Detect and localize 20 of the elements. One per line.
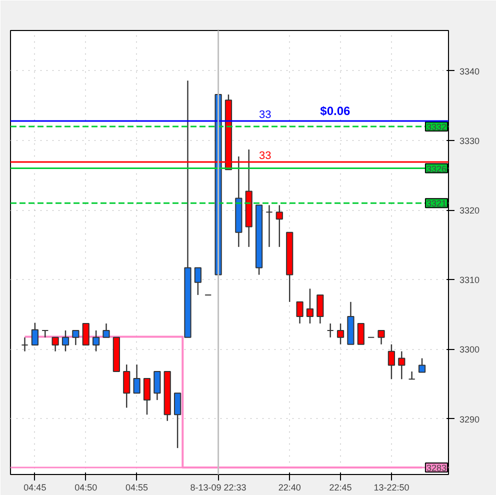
x-tick-label: 04:45 (24, 482, 46, 492)
y-tick-label: 3300 (460, 344, 480, 355)
annotation: 33 (259, 108, 272, 121)
y-tick-label: 3340 (460, 66, 480, 76)
annotation: 33 (259, 150, 272, 162)
x-tick-label: 22:45 (329, 482, 352, 492)
ref-line-label: 3283 (426, 463, 446, 474)
ref-line-label: 3326 (426, 164, 446, 174)
x-tick-label: 22:40 (278, 482, 301, 492)
y-tick-label: 3330 (460, 136, 480, 146)
ref-line-label: 3321 (426, 198, 446, 209)
x-tick-label: 04:55 (126, 482, 148, 492)
x-tick-label: 04:50 (74, 482, 98, 492)
annotation: $0.06 (320, 104, 351, 118)
y-tick-label: 3310 (460, 275, 480, 286)
x-tick-label: 8-13-09 22:33 (190, 482, 246, 492)
y-tick-label: 3290 (460, 414, 480, 424)
y-tick-label: 3320 (460, 206, 480, 216)
ref-line-label: 3332 (426, 122, 446, 132)
x-tick-label: 13-22:50 (374, 482, 410, 492)
